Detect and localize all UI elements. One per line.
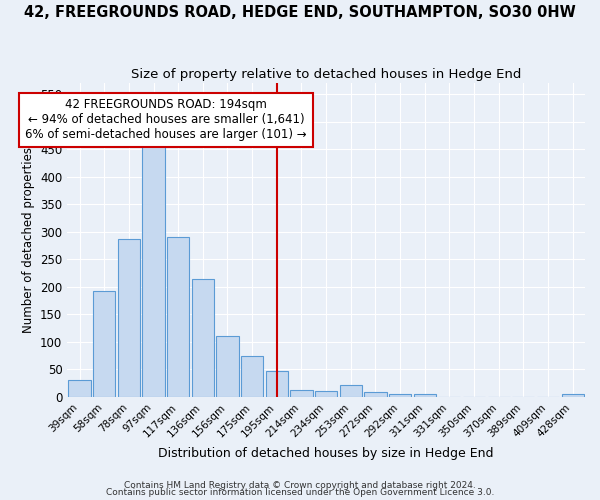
- X-axis label: Distribution of detached houses by size in Hedge End: Distribution of detached houses by size …: [158, 447, 494, 460]
- Bar: [167, 236, 189, 397]
- Bar: [389, 394, 411, 397]
- Bar: [562, 394, 584, 397]
- Bar: [217, 336, 239, 397]
- Text: 42, FREEGROUNDS ROAD, HEDGE END, SOUTHAMPTON, SO30 0HW: 42, FREEGROUNDS ROAD, HEDGE END, SOUTHAM…: [24, 5, 576, 20]
- Bar: [315, 392, 337, 397]
- Bar: [266, 371, 288, 397]
- Bar: [364, 392, 386, 397]
- Bar: [290, 390, 313, 397]
- Text: Contains public sector information licensed under the Open Government Licence 3.: Contains public sector information licen…: [106, 488, 494, 497]
- Bar: [142, 144, 164, 397]
- Title: Size of property relative to detached houses in Hedge End: Size of property relative to detached ho…: [131, 68, 521, 80]
- Bar: [118, 239, 140, 397]
- Bar: [192, 279, 214, 397]
- Bar: [241, 356, 263, 397]
- Bar: [68, 380, 91, 397]
- Bar: [340, 385, 362, 397]
- Text: 42 FREEGROUNDS ROAD: 194sqm
← 94% of detached houses are smaller (1,641)
6% of s: 42 FREEGROUNDS ROAD: 194sqm ← 94% of det…: [25, 98, 307, 142]
- Y-axis label: Number of detached properties: Number of detached properties: [22, 147, 35, 333]
- Bar: [93, 291, 115, 397]
- Bar: [413, 394, 436, 397]
- Text: Contains HM Land Registry data © Crown copyright and database right 2024.: Contains HM Land Registry data © Crown c…: [124, 480, 476, 490]
